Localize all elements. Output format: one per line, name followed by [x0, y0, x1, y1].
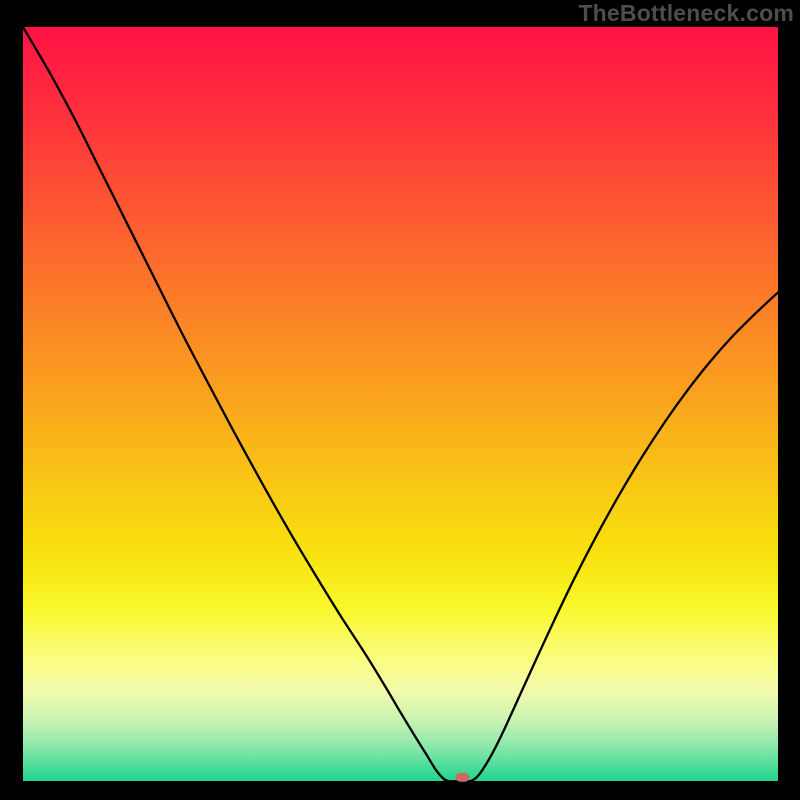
- bottleneck-chart: [0, 0, 800, 800]
- optimal-marker: [455, 773, 469, 782]
- watermark-text: TheBottleneck.com: [578, 0, 794, 27]
- chart-container: TheBottleneck.com: [0, 0, 800, 800]
- plot-background: [23, 27, 778, 781]
